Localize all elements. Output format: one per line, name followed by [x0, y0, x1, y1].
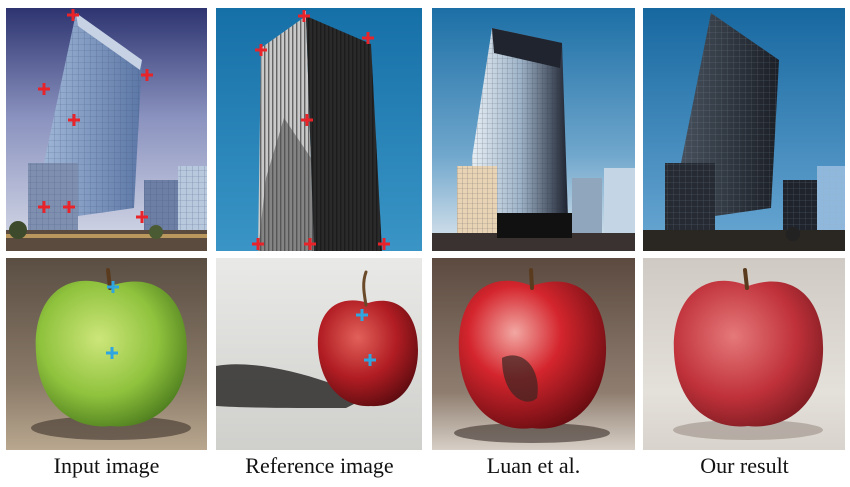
our-result-building-image: [643, 8, 845, 251]
caption-reference-image: Reference image: [245, 453, 394, 478]
reference-apple-image: [216, 258, 422, 450]
input-apple-image: [6, 258, 207, 450]
caption-our-result: Our result: [700, 453, 789, 478]
caption-luan-et-al: Luan et al.: [486, 453, 581, 478]
reference-building-image: [216, 8, 422, 251]
our-result-apple-image: [643, 258, 845, 450]
caption-input-image: Input image: [53, 453, 160, 478]
input-building-image: [6, 8, 207, 251]
luan-building-image: [432, 8, 635, 251]
luan-apple-image: [432, 258, 635, 450]
